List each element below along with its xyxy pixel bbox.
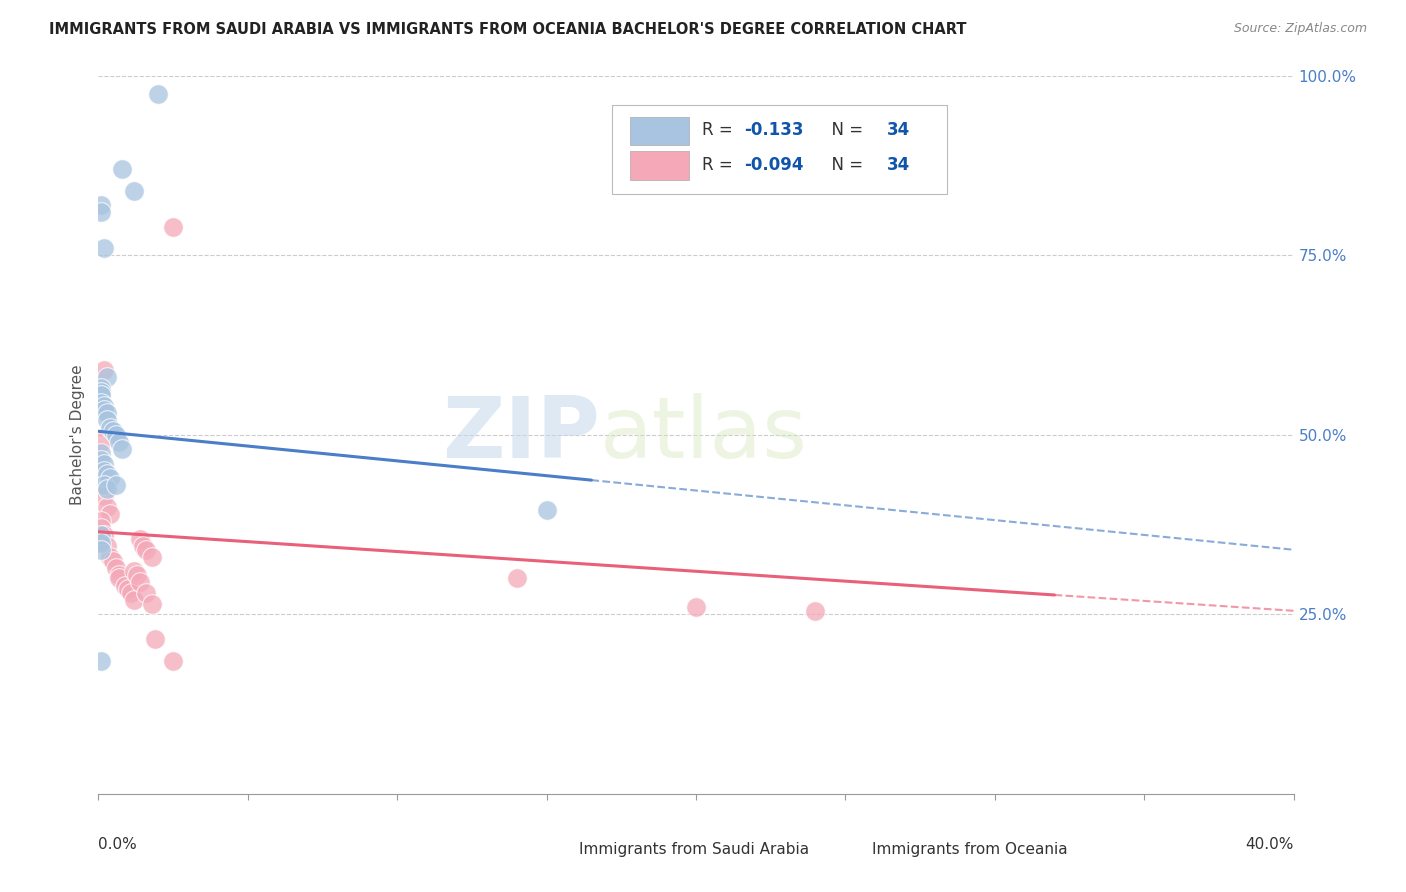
Point — [98, 549, 122, 564]
Point — [90, 654, 112, 668]
Point — [90, 521, 112, 535]
Point — [93, 478, 115, 492]
Point — [536, 503, 558, 517]
Text: ZIP: ZIP — [443, 393, 600, 476]
Point — [162, 654, 184, 668]
Point — [90, 542, 112, 557]
Point — [96, 500, 118, 514]
Point — [124, 593, 146, 607]
Text: N =: N = — [821, 156, 869, 174]
Point — [96, 406, 118, 420]
Point — [96, 370, 118, 384]
Point — [111, 162, 134, 177]
Point — [93, 528, 115, 542]
Point — [105, 478, 128, 492]
FancyBboxPatch shape — [807, 838, 862, 862]
Point — [90, 384, 112, 399]
Point — [90, 528, 112, 542]
Point — [96, 482, 118, 496]
Point — [804, 604, 827, 618]
Point — [90, 453, 112, 467]
Point — [90, 388, 112, 402]
Point — [90, 395, 112, 409]
Text: Immigrants from Oceania: Immigrants from Oceania — [872, 842, 1067, 857]
Text: 40.0%: 40.0% — [1246, 837, 1294, 852]
Y-axis label: Bachelor's Degree: Bachelor's Degree — [69, 365, 84, 505]
Point — [105, 560, 128, 574]
Point — [685, 600, 707, 615]
Text: atlas: atlas — [600, 393, 808, 476]
Point — [90, 381, 112, 395]
Text: R =: R = — [702, 121, 738, 139]
Point — [108, 571, 131, 585]
Point — [96, 413, 118, 427]
FancyBboxPatch shape — [515, 838, 569, 862]
Point — [135, 586, 157, 600]
Point — [124, 184, 146, 198]
Text: 0.0%: 0.0% — [98, 837, 138, 852]
Point — [93, 241, 115, 255]
Text: R =: R = — [702, 156, 738, 174]
Point — [103, 424, 125, 438]
Point — [90, 435, 112, 450]
Text: N =: N = — [821, 121, 869, 139]
Point — [103, 553, 125, 567]
Point — [111, 442, 134, 457]
Point — [132, 539, 155, 553]
Point — [162, 219, 184, 234]
Point — [108, 567, 131, 582]
Point — [129, 575, 152, 590]
Text: Immigrants from Saudi Arabia: Immigrants from Saudi Arabia — [579, 842, 808, 857]
Text: 34: 34 — [887, 156, 911, 174]
Point — [90, 460, 112, 475]
Point — [93, 457, 115, 471]
Point — [90, 535, 112, 549]
Text: 34: 34 — [887, 121, 911, 139]
Point — [120, 586, 142, 600]
Point — [141, 549, 163, 564]
Point — [93, 464, 115, 478]
Point — [143, 632, 166, 647]
Point — [124, 564, 146, 578]
Point — [105, 427, 128, 442]
Point — [108, 435, 131, 450]
Point — [114, 579, 136, 593]
FancyBboxPatch shape — [630, 117, 689, 145]
Point — [90, 446, 112, 460]
Point — [135, 542, 157, 557]
Point — [90, 198, 112, 212]
Point — [93, 402, 115, 417]
FancyBboxPatch shape — [630, 152, 689, 180]
Point — [129, 532, 152, 546]
Point — [96, 539, 118, 553]
Point — [98, 507, 122, 521]
Point — [93, 363, 115, 377]
Point — [117, 582, 139, 597]
Text: IMMIGRANTS FROM SAUDI ARABIA VS IMMIGRANTS FROM OCEANIA BACHELOR'S DEGREE CORREL: IMMIGRANTS FROM SAUDI ARABIA VS IMMIGRAN… — [49, 22, 967, 37]
Point — [148, 87, 170, 101]
Point — [141, 597, 163, 611]
Text: -0.094: -0.094 — [744, 156, 803, 174]
Point — [506, 571, 529, 585]
Point — [98, 420, 122, 434]
Point — [90, 514, 112, 528]
Point — [93, 489, 115, 503]
FancyBboxPatch shape — [613, 104, 948, 194]
Point — [93, 399, 115, 413]
Text: -0.133: -0.133 — [744, 121, 803, 139]
Point — [90, 205, 112, 219]
Text: Source: ZipAtlas.com: Source: ZipAtlas.com — [1233, 22, 1367, 36]
Point — [98, 471, 122, 485]
Point — [96, 467, 118, 482]
Point — [127, 567, 149, 582]
